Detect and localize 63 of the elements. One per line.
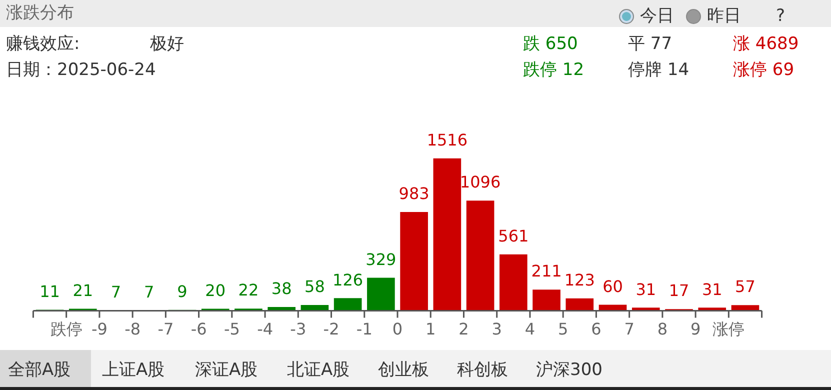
x-tick-label: -7 [158, 320, 174, 339]
data-label: 7 [110, 282, 122, 302]
x-tick-label: 9 [690, 320, 701, 339]
x-tick-label: -1 [356, 320, 372, 339]
x-tick-label: 8 [657, 320, 668, 339]
text: 极好 [150, 34, 184, 54]
data-label: 38 [271, 279, 292, 298]
data-label: 561 [498, 226, 529, 246]
text: 深证A股 [195, 359, 258, 381]
x-tick-label: -8 [124, 320, 141, 339]
data-label: 22 [238, 280, 259, 300]
x-tick-label: 1 [426, 320, 436, 339]
text: 创业板 [378, 359, 429, 381]
chart-title: 涨跌分布 [6, 3, 74, 23]
data-label: 60 [602, 276, 623, 296]
text: 上证A股 [102, 359, 165, 381]
data-label: 1096 [460, 172, 501, 192]
data-label: 20 [205, 280, 226, 300]
text: 赚钱效应: [6, 34, 80, 54]
text: ? [776, 6, 786, 26]
x-tick-label: 5 [558, 320, 568, 339]
text: 日期：2025-06-24 [6, 60, 156, 80]
x-tick-label: -3 [290, 320, 306, 339]
data-label: 211 [531, 262, 562, 281]
x-tick-label: 7 [624, 320, 634, 339]
x-tick-label: 4 [524, 320, 536, 339]
data-label: 329 [366, 250, 396, 269]
text: 昨日 [707, 6, 741, 26]
text: 停牌 14 [628, 60, 690, 80]
x-tick-label: -4 [257, 320, 274, 339]
text: 跌 650 [523, 34, 578, 54]
x-tick-label: 2 [458, 320, 469, 339]
text: 涨 4689 [733, 34, 799, 54]
data-label: 9 [177, 282, 188, 302]
x-tick-label: 6 [591, 320, 602, 339]
data-label: 58 [304, 277, 325, 296]
data-label: 1516 [426, 130, 468, 150]
data-label: 7 [144, 282, 154, 302]
data-label: 31 [702, 280, 722, 299]
text: 平 77 [628, 34, 672, 54]
data-label: 31 [636, 280, 656, 299]
text: 科创板 [457, 359, 508, 381]
text: 跌停 12 [523, 60, 584, 80]
x-tick-label: 0 [392, 320, 403, 339]
text: 今日 [640, 6, 674, 26]
text: 全部A股 [8, 359, 71, 381]
x-tick-label: 跌停 [50, 320, 82, 339]
data-label: 11 [40, 282, 60, 301]
x-tick-label: -6 [190, 320, 207, 339]
text: 涨停 69 [733, 60, 794, 80]
data-label: 17 [668, 281, 690, 300]
data-label: 123 [564, 270, 595, 290]
data-label: 57 [735, 277, 756, 296]
data-label: 983 [398, 184, 430, 204]
data-label: 21 [72, 280, 94, 300]
data-label: 126 [332, 270, 364, 290]
x-tick-label: -5 [224, 320, 240, 339]
x-tick-label: -2 [323, 320, 340, 339]
text: 沪深300 [536, 359, 602, 381]
x-tick-label: 3 [492, 320, 502, 339]
text: 北证A股 [287, 359, 350, 381]
x-tick-label: 涨停 [712, 320, 745, 339]
x-tick-label: -9 [91, 320, 108, 339]
